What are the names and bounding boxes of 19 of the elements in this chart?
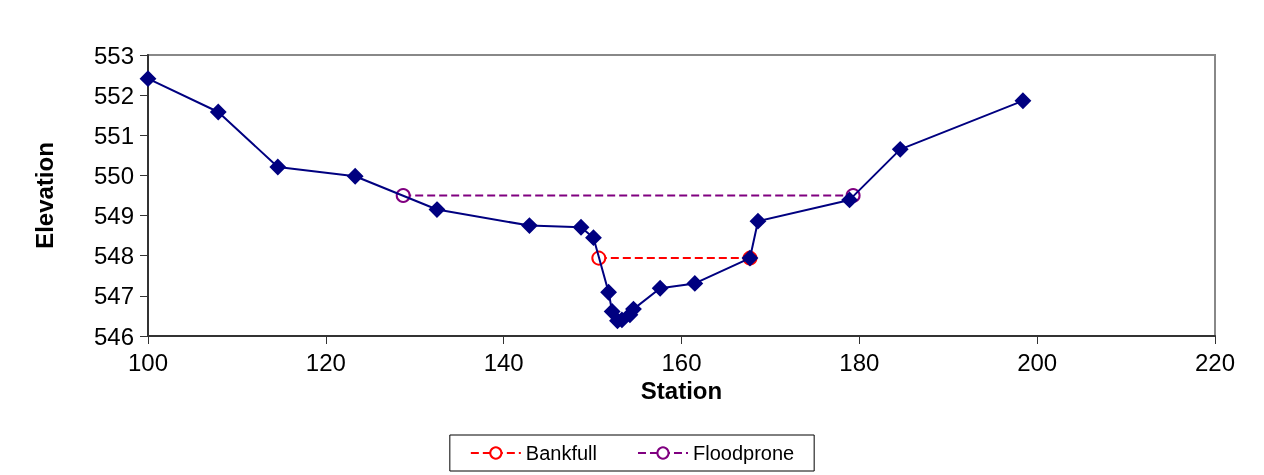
x-tick-label: 120 (305, 348, 346, 376)
y-tick-label: 552 (93, 81, 134, 109)
x-axis-title: Station (640, 377, 723, 405)
x-tick-label: 160 (661, 348, 702, 376)
y-tick-label: 548 (93, 242, 134, 270)
y-axis-title: Elevation (30, 142, 58, 249)
y-tick-label: 553 (93, 41, 134, 69)
x-tick-label: 100 (127, 348, 169, 376)
x-tick-label: 180 (839, 348, 880, 376)
legend-label: Floodprone (692, 442, 795, 464)
y-tick-label: 551 (93, 121, 134, 149)
x-tick-label: 220 (1194, 348, 1236, 376)
y-tick-label: 546 (93, 322, 134, 350)
x-tick-label: 140 (483, 348, 524, 376)
y-tick-label: 547 (93, 282, 134, 310)
y-tick-label: 549 (93, 202, 134, 230)
y-tick-label: 550 (93, 161, 134, 189)
legend-label: Bankfull (525, 442, 597, 464)
x-tick-label: 200 (1017, 348, 1058, 376)
